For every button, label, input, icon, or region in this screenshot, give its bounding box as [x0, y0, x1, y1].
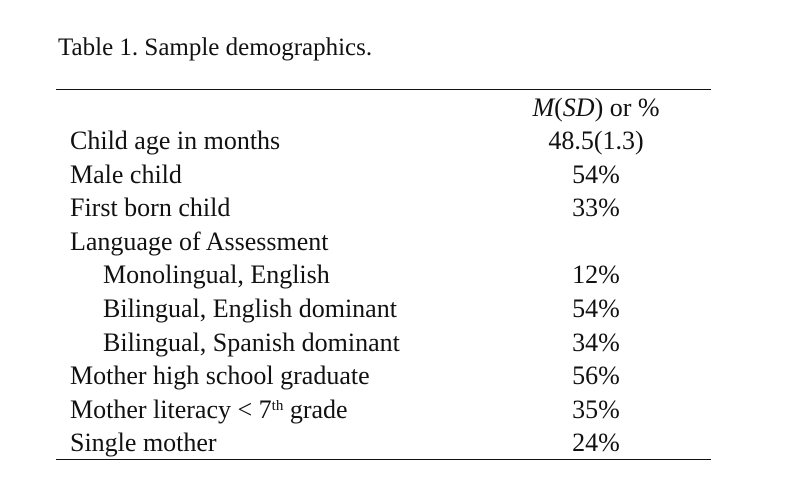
row-label: Mother literacy < 7th grade	[70, 393, 348, 427]
column-header-stat: M(SD) or %	[470, 93, 722, 123]
column-header-suffix: ) or %	[594, 93, 660, 122]
row-value: 54%	[572, 159, 620, 189]
table-row-mother-hs-graduate: Mother high school graduate 56%	[56, 359, 716, 393]
row-label: Child age in months	[70, 126, 281, 155]
row-label: Mother high school graduate	[70, 361, 370, 391]
row-value: 48.5(1.3)	[548, 126, 644, 155]
row-label-superscript: th	[271, 397, 284, 414]
row-label-post: grade	[283, 394, 348, 424]
table-row-bilingual-spanish: Bilingual, Spanish dominant 34%	[56, 326, 716, 360]
table-row-single-mother: Single mother 24%	[56, 426, 716, 460]
row-label: Male child	[70, 159, 182, 189]
row-label: Bilingual, Spanish dominant	[103, 327, 400, 357]
table-row-first-born: First born child 33%	[56, 191, 716, 225]
row-label-pre: Mother literacy < 7	[70, 394, 272, 424]
table-row-mother-literacy: Mother literacy < 7th grade 35%	[56, 393, 716, 427]
column-header-paren-open: (	[554, 93, 563, 122]
table-body: Child age in months 48.5(1.3) Male child…	[56, 124, 716, 460]
row-label: Monolingual, English	[103, 260, 330, 290]
table-row-male-child: Male child 54%	[56, 158, 716, 192]
row-value: 54%	[572, 293, 620, 323]
row-value: 56%	[572, 361, 620, 391]
column-header-mean: M	[532, 93, 555, 122]
row-value: 35%	[572, 394, 620, 424]
table-top-rule	[56, 89, 711, 90]
column-header-sd: SD	[562, 93, 595, 122]
row-label: First born child	[70, 193, 231, 223]
row-value: 33%	[572, 193, 620, 223]
row-value: 12%	[572, 260, 620, 290]
table-row-language-heading: Language of Assessment	[56, 225, 716, 259]
table-bottom-rule	[56, 459, 711, 460]
row-value: 24%	[572, 428, 620, 458]
table-caption: Table 1. Sample demographics.	[58, 34, 373, 61]
row-label: Single mother	[70, 428, 217, 458]
row-value: 34%	[572, 327, 620, 357]
table-row-monolingual-english: Monolingual, English 12%	[56, 258, 716, 292]
table-row-bilingual-english: Bilingual, English dominant 54%	[56, 292, 716, 326]
row-label: Language of Assessment	[70, 226, 329, 256]
row-label: Bilingual, English dominant	[103, 293, 397, 323]
table-row-child-age: Child age in months 48.5(1.3)	[56, 124, 716, 158]
